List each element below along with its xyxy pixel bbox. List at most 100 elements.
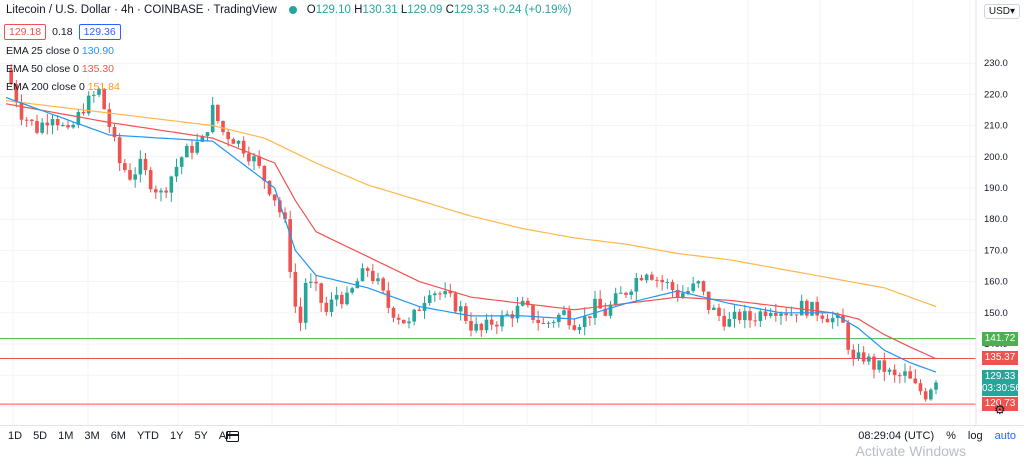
candle-body xyxy=(794,314,799,316)
y-tick-label: 230.0 xyxy=(984,58,1008,69)
candle-body xyxy=(887,369,892,372)
candle-body xyxy=(14,84,19,103)
candle-body xyxy=(846,322,850,350)
candle-body xyxy=(562,310,566,315)
activation-watermark: Activate Windows xyxy=(855,443,966,459)
candle-body xyxy=(407,321,411,324)
range-all[interactable]: All xyxy=(218,430,232,442)
bid-box[interactable]: 129.18 xyxy=(4,24,47,40)
candle-body xyxy=(319,283,323,303)
y-tick-label: 200.0 xyxy=(984,152,1008,163)
range-ytd[interactable]: YTD xyxy=(136,430,159,442)
range-5d[interactable]: 5D xyxy=(33,430,48,442)
candle-body xyxy=(872,356,876,370)
candle-body xyxy=(236,140,241,144)
candle-body xyxy=(484,319,489,331)
candle-body xyxy=(526,300,530,306)
candle-body xyxy=(577,327,582,330)
candle-body xyxy=(309,281,313,283)
y-tick-label: 210.0 xyxy=(984,121,1008,132)
range-1d[interactable]: 1D xyxy=(8,430,23,442)
candle-body xyxy=(712,307,716,310)
currency-selector[interactable]: USD▾ xyxy=(983,4,1020,19)
candle-body xyxy=(391,307,396,318)
candle-body xyxy=(784,313,788,316)
candle-body xyxy=(500,315,504,327)
ema25-line xyxy=(5,96,937,373)
candle-body xyxy=(293,271,298,307)
candle-body xyxy=(650,274,654,280)
ema50-legend[interactable]: EMA 50 close 0 135.30 xyxy=(6,63,115,75)
candle-body xyxy=(665,282,670,284)
candle-body xyxy=(272,194,277,201)
green-level-tag: 141.72 xyxy=(982,331,1018,346)
candle-body xyxy=(531,305,535,320)
candle-body xyxy=(505,314,509,316)
candle-body xyxy=(164,190,168,193)
ask-box[interactable]: 129.36 xyxy=(78,24,121,40)
candle-body xyxy=(799,300,804,316)
log-toggle[interactable]: log xyxy=(967,430,983,442)
candle-body xyxy=(743,311,747,321)
candle-body xyxy=(185,145,189,158)
candle-body xyxy=(856,352,861,359)
horizontal-levels xyxy=(0,338,976,405)
candle-body xyxy=(360,268,365,282)
gear-icon[interactable]: ⚙ xyxy=(994,402,1006,417)
candle-body xyxy=(546,322,551,324)
market-status-icon xyxy=(288,6,297,14)
spread-value: 0.18 xyxy=(52,26,73,38)
range-3m[interactable]: 3M xyxy=(84,430,100,442)
y-tick-label: 180.0 xyxy=(984,214,1008,225)
candle-body xyxy=(262,165,267,181)
candle-body xyxy=(851,349,856,359)
candle-body xyxy=(45,122,50,126)
candlestick-series xyxy=(9,64,938,402)
candle-body xyxy=(908,371,912,379)
candle-body xyxy=(737,311,742,321)
candle-body xyxy=(241,140,246,154)
range-6m[interactable]: 6M xyxy=(110,430,126,442)
candle-body xyxy=(81,111,86,114)
percent-toggle[interactable]: % xyxy=(946,430,956,442)
symbol-title[interactable]: Litecoin / U.S. Dollar · 4h · COINBASE ·… xyxy=(6,4,277,16)
range-1y[interactable]: 1Y xyxy=(169,430,184,442)
range-5y[interactable]: 5Y xyxy=(194,430,208,442)
ema200-legend[interactable]: EMA 200 close 0 151.84 xyxy=(6,81,120,93)
candle-body xyxy=(448,291,453,294)
candle-body xyxy=(35,121,39,133)
candle-body xyxy=(789,314,794,316)
y-tick-label: 150.0 xyxy=(984,308,1008,319)
candle-body xyxy=(355,281,360,289)
ema25-legend[interactable]: EMA 25 close 0 130.90 xyxy=(6,45,115,57)
candle-body xyxy=(267,180,272,195)
candle-body xyxy=(371,270,375,282)
candle-body xyxy=(86,95,91,114)
candle-body xyxy=(551,322,556,324)
candle-body xyxy=(929,389,933,400)
candle-body xyxy=(76,111,81,125)
candle-body xyxy=(541,322,546,324)
candle-body xyxy=(861,352,866,362)
range-1m[interactable]: 1M xyxy=(58,430,74,442)
candle-body xyxy=(810,301,814,316)
candle-body xyxy=(200,136,205,142)
candle-body xyxy=(696,281,701,284)
candle-body xyxy=(634,277,639,292)
calendar-icon[interactable] xyxy=(226,431,239,442)
candle-body xyxy=(681,293,685,298)
candle-body xyxy=(174,166,179,177)
candle-body xyxy=(717,307,721,316)
candle-body xyxy=(892,369,897,376)
auto-toggle[interactable]: auto xyxy=(994,430,1016,442)
candle-body xyxy=(619,292,623,294)
candle-body xyxy=(340,294,344,305)
candle-body xyxy=(598,298,602,309)
utc-clock[interactable]: 08:29:04 (UTC) xyxy=(858,430,935,442)
candle-body xyxy=(433,293,437,296)
candle-body xyxy=(55,119,60,126)
bar-countdown-tag: 03:30:56 xyxy=(982,382,1021,397)
candle-body xyxy=(117,137,122,164)
candle-body xyxy=(495,324,499,327)
